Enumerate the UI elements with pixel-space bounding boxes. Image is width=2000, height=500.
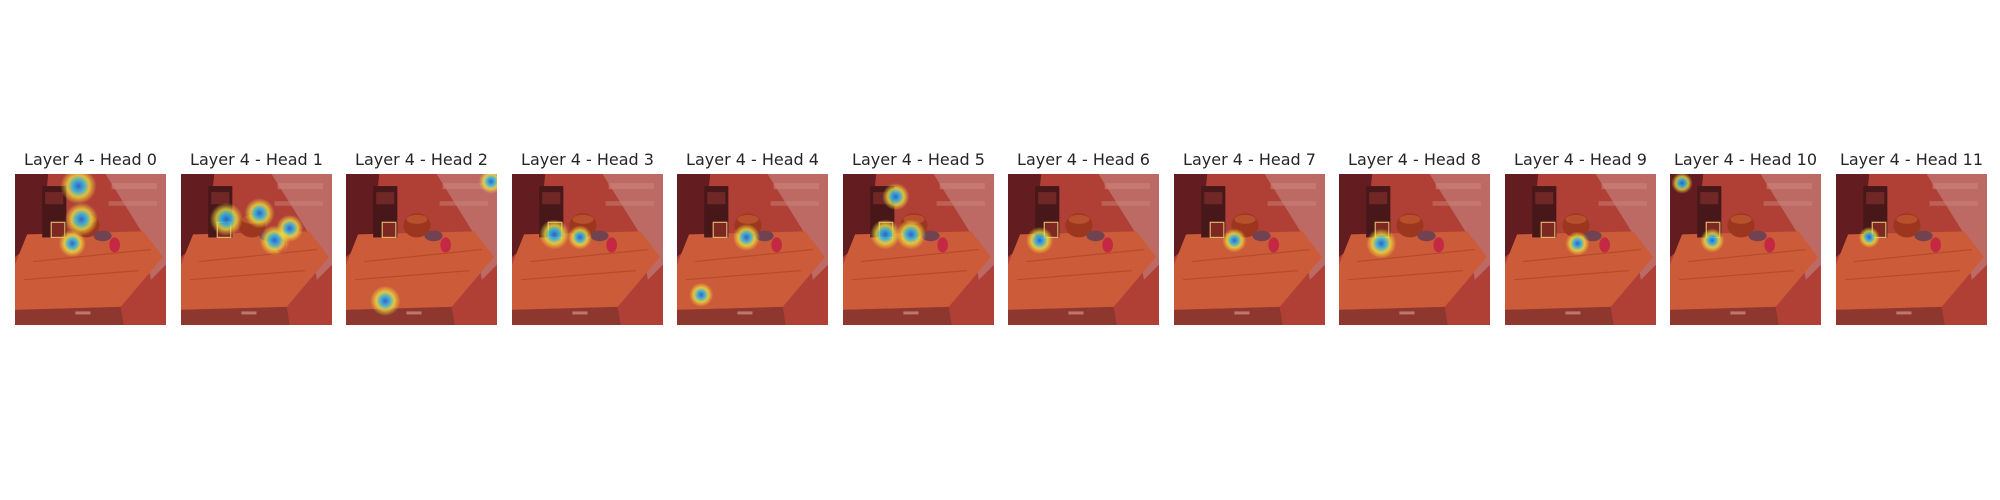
panel-title: Layer 4 - Head 7	[1183, 150, 1316, 169]
attention-heatmap-image	[181, 174, 332, 325]
attention-heatmap-image	[15, 174, 166, 325]
panel-title: Layer 4 - Head 1	[190, 150, 323, 169]
attention-heatmap-image	[1505, 174, 1656, 325]
panel-title: Layer 4 - Head 6	[1017, 150, 1150, 169]
panel-title: Layer 4 - Head 0	[24, 150, 157, 169]
attention-hotspot	[244, 198, 275, 229]
attention-hotspot	[567, 225, 593, 250]
attention-hotspot	[1026, 226, 1054, 255]
panel-title: Layer 4 - Head 11	[1839, 150, 1984, 169]
attention-hotspot	[58, 229, 86, 258]
panel-title: Layer 4 - Head 10	[1673, 150, 1818, 169]
attention-hotspot	[539, 219, 570, 250]
panel-title: Layer 4 - Head 5	[852, 150, 985, 169]
panel-title: Layer 4 - Head 4	[686, 150, 819, 169]
attention-hotspot	[895, 219, 927, 250]
panel-title: Layer 4 - Head 9	[1514, 150, 1647, 169]
attention-hotspot	[1222, 228, 1247, 253]
attention-heatmap-image	[677, 174, 828, 325]
attention-hotspot	[276, 214, 304, 242]
attention-hotspot	[370, 285, 401, 316]
attention-hotspot	[60, 174, 97, 205]
attention-hotspot	[689, 282, 714, 307]
attention-hotspot	[1671, 174, 1693, 194]
panel-title: Layer 4 - Head 2	[355, 150, 488, 169]
attention-hotspot	[1565, 231, 1590, 256]
attention-heatmap-image	[843, 174, 994, 325]
attention-hotspot	[1700, 228, 1725, 253]
attention-heatmap-image	[1670, 174, 1821, 325]
attention-hotspot	[1366, 228, 1397, 259]
attention-hotspot	[882, 183, 910, 211]
attention-heatmap-image	[512, 174, 663, 325]
panel-title: Layer 4 - Head 8	[1348, 150, 1481, 169]
attention-heatmap-image	[1836, 174, 1987, 325]
attention-hotspot	[870, 219, 901, 250]
attention-hotspot	[64, 202, 99, 236]
attention-heatmap-image	[346, 174, 497, 325]
attention-heatmap-image	[1174, 174, 1325, 325]
attention-hotspot	[478, 174, 497, 194]
attention-heatmap-image	[1339, 174, 1490, 325]
attention-heatmap-image	[1008, 174, 1159, 325]
panel-title: Layer 4 - Head 3	[521, 150, 654, 169]
attention-hotspot	[1858, 226, 1880, 248]
attention-hotspot	[732, 223, 761, 252]
attention-hotspot	[209, 202, 243, 236]
